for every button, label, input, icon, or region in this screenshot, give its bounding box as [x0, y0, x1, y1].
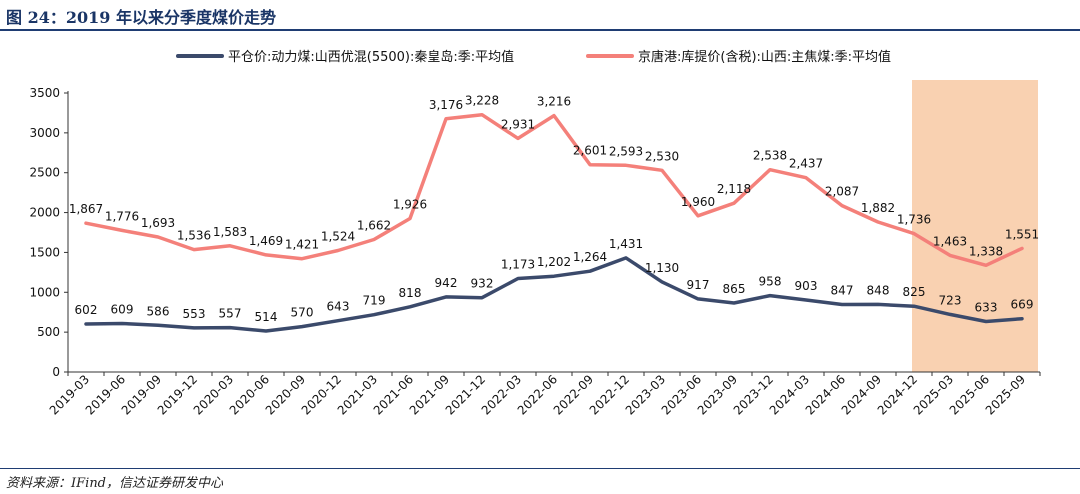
- legend-label: 平仓价:动力煤:山西优混(5500):秦皇岛:季:平均值: [228, 49, 514, 65]
- coking-coal-data-label: 1,524: [321, 230, 355, 244]
- coking-coal-data-label: 1,736: [897, 213, 931, 227]
- thermal-coal-data-label: 633: [975, 301, 998, 315]
- thermal-coal-data-label: 942: [435, 276, 458, 290]
- thermal-coal-data-label: 903: [795, 279, 818, 293]
- thermal-coal-data-label: 847: [831, 283, 854, 297]
- thermal-coal-data-label: 958: [759, 275, 782, 289]
- coking-coal-data-label: 1,421: [285, 238, 319, 252]
- data-labels: 602 609 586 553 557 514 570 643 719 818 942 932 1,17…: [69, 94, 1039, 324]
- coking-coal-data-label: 1,469: [249, 234, 283, 248]
- thermal-coal-data-label: 1,431: [609, 237, 643, 251]
- thermal-coal-data-label: 1,130: [645, 261, 679, 275]
- thermal-coal-data-label: 865: [723, 282, 746, 296]
- coking-coal-data-label: 2,087: [825, 185, 859, 199]
- thermal-coal-price-line: [84, 256, 1024, 333]
- thermal-coal-data-label: 723: [939, 293, 962, 307]
- thermal-coal-data-label: 553: [183, 307, 206, 321]
- y-tick-label: 500: [37, 325, 60, 339]
- coking-coal-data-label: 2,538: [753, 149, 787, 163]
- axes: 05001000150020002500300035002019-032019-…: [29, 86, 1041, 418]
- forecast-highlight-layer: [912, 80, 1038, 372]
- y-tick-label: 1000: [29, 285, 60, 299]
- thermal-coal-data-label: 557: [219, 307, 242, 321]
- thermal-coal-data-label: 818: [399, 286, 422, 300]
- thermal-coal-data-label: 514: [255, 310, 278, 324]
- thermal-coal-data-label: 586: [147, 304, 170, 318]
- coking-coal-price-line: [84, 112, 1024, 268]
- thermal-coal-data-label: 848: [867, 283, 890, 297]
- y-tick-label: 3500: [29, 86, 60, 100]
- thermal-coal-data-label: 570: [291, 306, 314, 320]
- coking-coal-data-label: 1,960: [681, 195, 715, 209]
- y-tick-label: 2500: [29, 166, 60, 180]
- coking-coal-data-label: 1,693: [141, 216, 175, 230]
- coking-coal-data-label: 1,926: [393, 197, 427, 211]
- thermal-coal-data-label: 669: [1011, 298, 1034, 312]
- coking-coal-data-label: 1,463: [933, 234, 967, 248]
- coking-coal-data-label: 3,176: [429, 98, 463, 112]
- coking-coal-data-label: 1,551: [1005, 227, 1039, 241]
- thermal-coal-data-label: 643: [327, 300, 350, 314]
- coking-coal-data-label: 1,338: [969, 244, 1003, 258]
- legend: 平仓价:动力煤:山西优混(5500):秦皇岛:季:平均值 京唐港:库提价(含税):…: [176, 49, 891, 65]
- thermal-coal-data-label: 602: [75, 303, 98, 317]
- thermal-coal-data-label: 1,173: [501, 257, 535, 271]
- bottom-rule: [0, 468, 1080, 469]
- line-chart: 05001000150020002500300035002019-032019-…: [29, 49, 1041, 418]
- thermal-coal-data-label: 1,264: [573, 250, 607, 264]
- thermal-coal-data-label: 932: [471, 277, 494, 291]
- thermal-coal-data-label: 719: [363, 294, 386, 308]
- coking-coal-data-label: 2,601: [573, 144, 607, 158]
- coking-coal-data-label: 2,530: [645, 149, 679, 163]
- thermal-coal-data-label: 1,202: [537, 255, 571, 269]
- legend-label: 京唐港:库提价(含税):山西:主焦煤:季:平均值: [638, 49, 891, 65]
- coking-coal-data-label: 1,867: [69, 202, 103, 216]
- coking-coal-data-label: 1,662: [357, 219, 391, 233]
- thermal-coal-data-label: 609: [111, 302, 134, 316]
- y-tick-label: 2000: [29, 206, 60, 220]
- coking-coal-data-label: 3,228: [465, 94, 499, 108]
- y-tick-label: 0: [52, 365, 60, 379]
- x-tick-label: 2025-09: [983, 372, 1028, 417]
- coking-coal-data-label: 1,776: [105, 209, 139, 223]
- coking-coal-data-label: 3,216: [537, 95, 571, 109]
- forecast-highlight-band: [912, 80, 1038, 372]
- thermal-coal-data-label: 917: [687, 278, 710, 292]
- coking-coal-data-label: 2,593: [609, 144, 643, 158]
- source-note: 资料来源：IFind，信达证券研发中心: [6, 476, 224, 491]
- coking-coal-data-label: 1,583: [213, 225, 247, 239]
- y-tick-label: 3000: [29, 126, 60, 140]
- title-rule: [0, 29, 1080, 31]
- figure-title: 图 24：2019 年以来分季度煤价走势: [6, 8, 276, 27]
- coking-coal-data-label: 1,536: [177, 229, 211, 243]
- coking-coal-data-label: 2,118: [717, 182, 751, 196]
- coking-coal-data-label: 1,882: [861, 201, 895, 215]
- coking-coal-data-label: 2,437: [789, 157, 823, 171]
- coking-coal-data-label: 2,931: [501, 117, 535, 131]
- y-tick-label: 1500: [29, 245, 60, 259]
- series-lines: [84, 112, 1024, 333]
- thermal-coal-data-label: 825: [903, 285, 926, 299]
